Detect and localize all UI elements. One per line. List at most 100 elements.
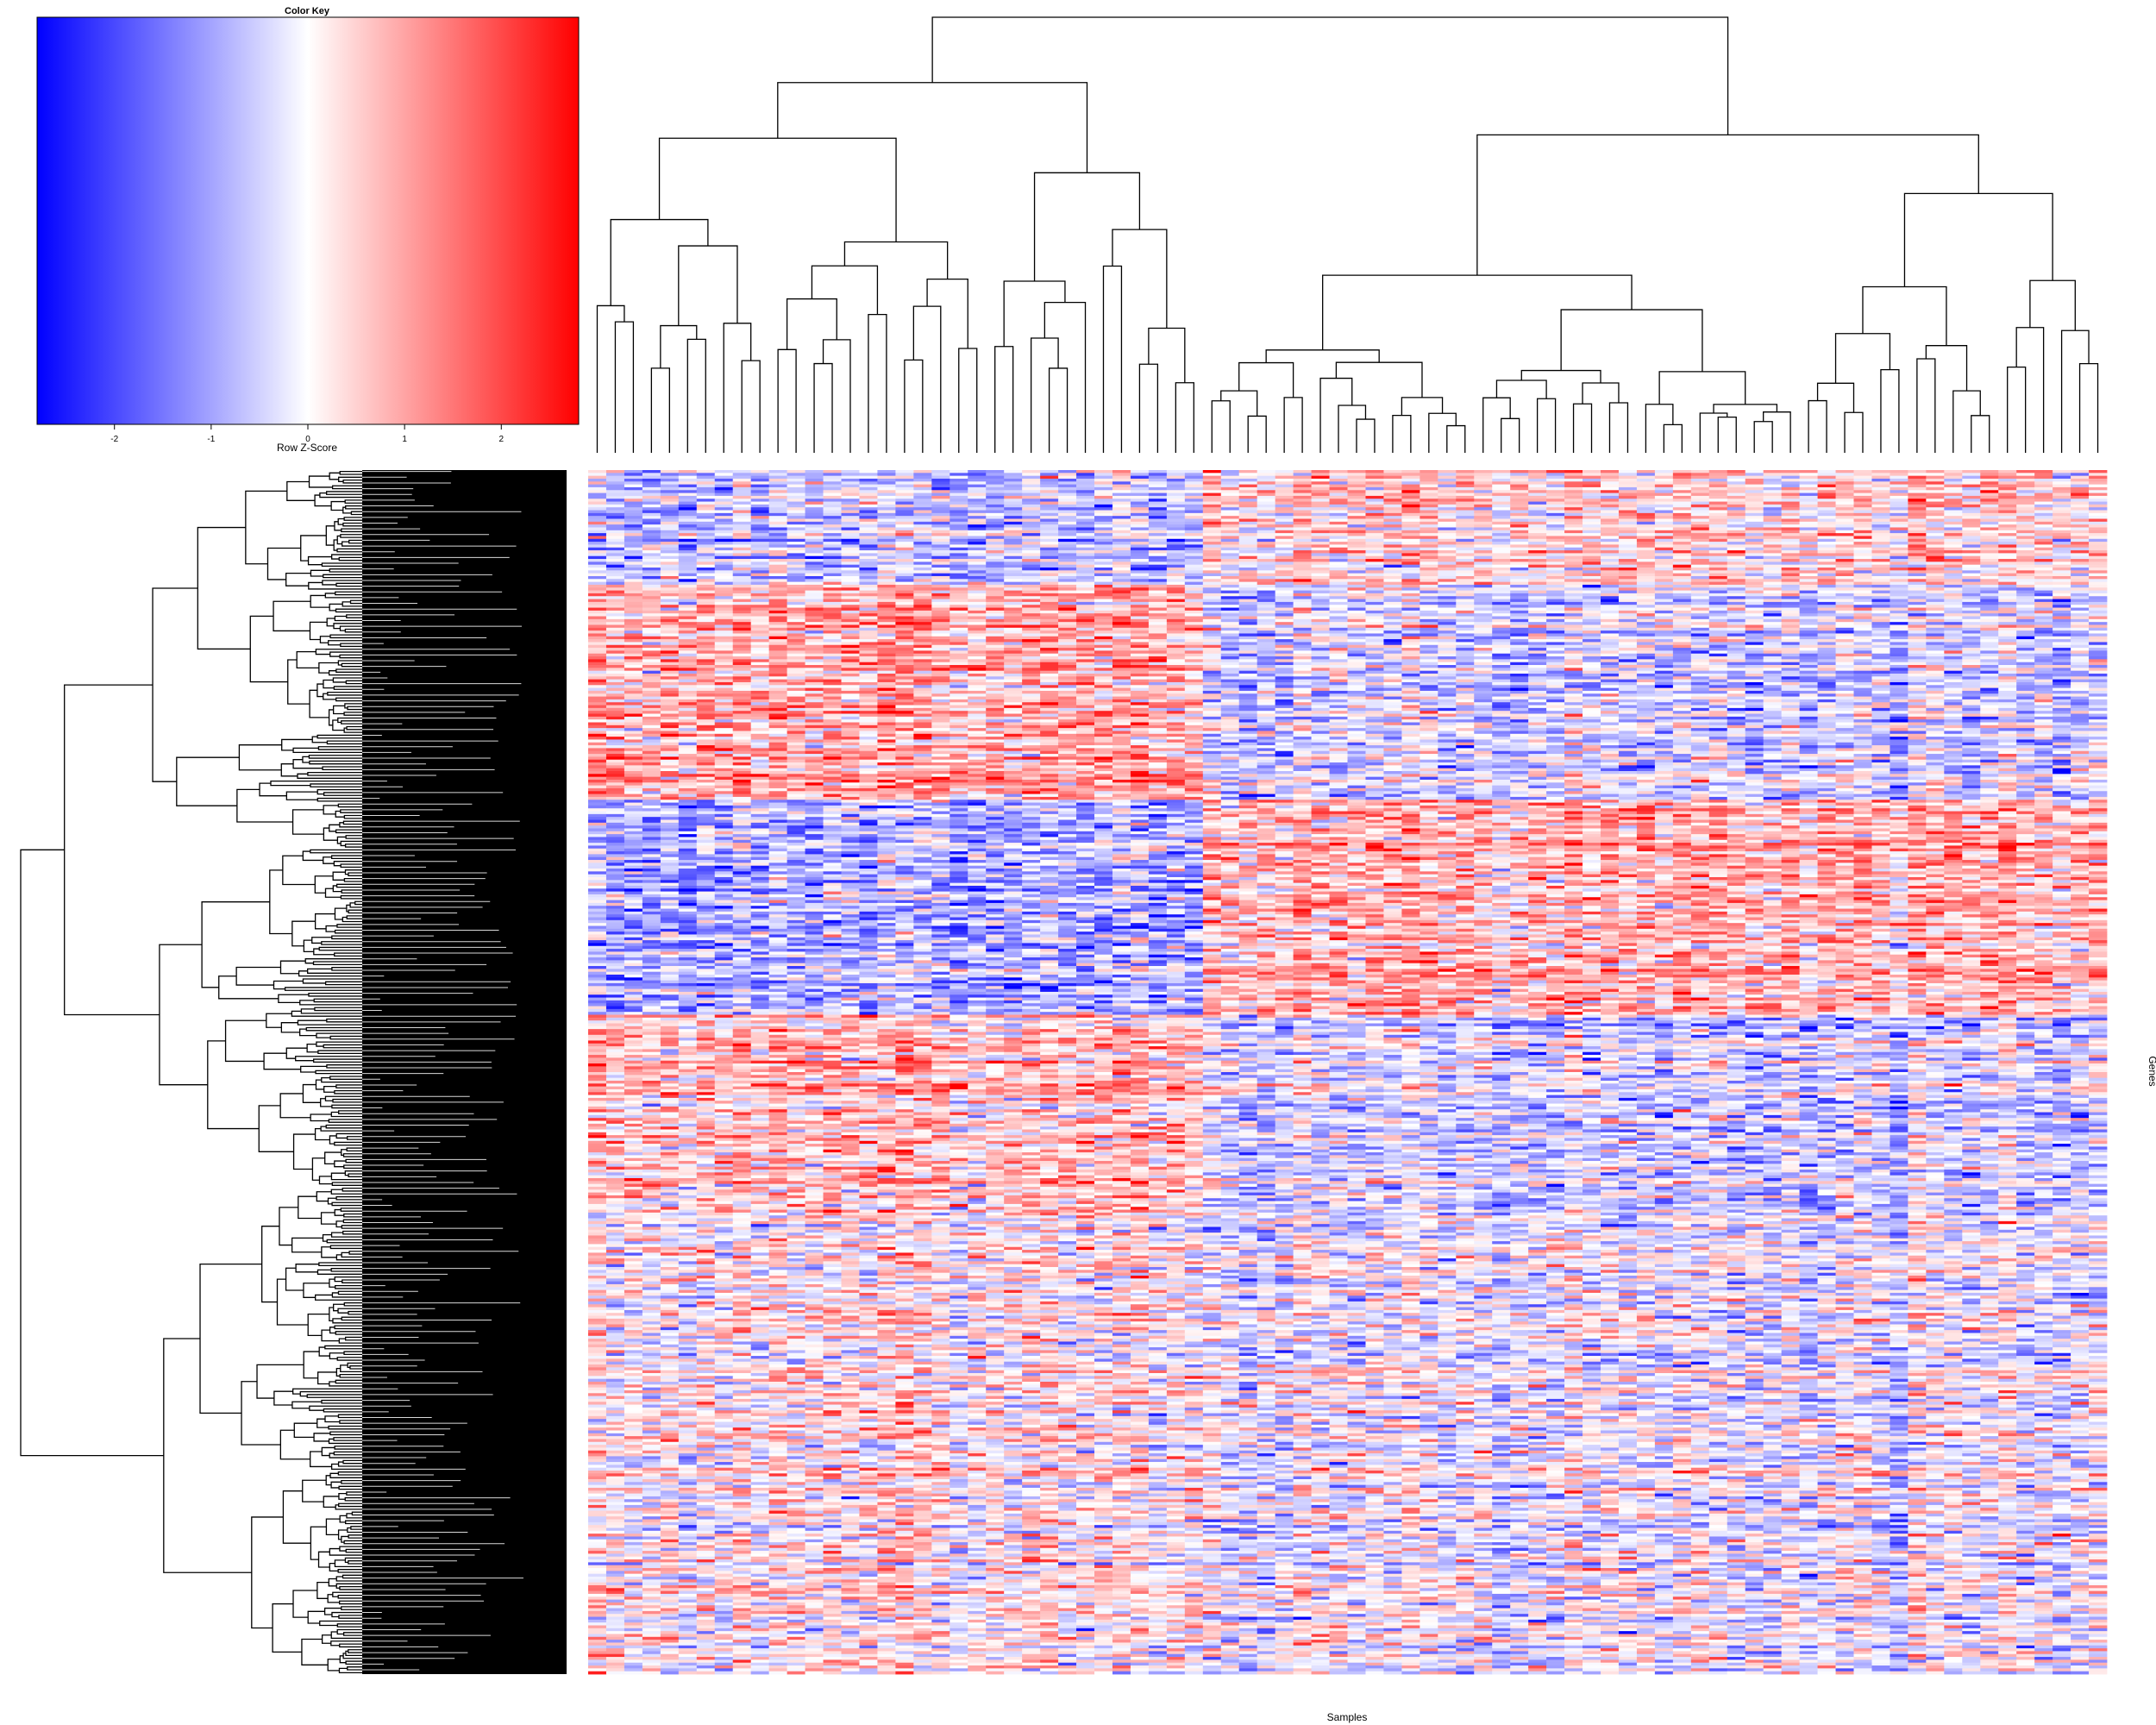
heatmap-cell: [1745, 522, 1764, 525]
heatmap-cell: [1420, 524, 1438, 528]
heatmap-cell: [1094, 473, 1112, 476]
heatmap-cell: [1980, 502, 1998, 505]
heatmap-cell: [1076, 565, 1094, 568]
heatmap-cell: [1727, 476, 1745, 480]
heatmap-cell: [1438, 473, 1456, 476]
heatmap-cell: [1818, 579, 1836, 582]
heatmap-cell: [877, 507, 895, 511]
heatmap-cell: [1673, 533, 1691, 536]
heatmap-cell: [1546, 544, 1564, 548]
heatmap-cell: [1800, 587, 1818, 591]
heatmap-cell: [1312, 579, 1330, 582]
heatmap-cell: [1673, 591, 1691, 594]
heatmap-cell: [1401, 490, 1420, 493]
heatmap-cell: [1962, 493, 1980, 497]
heatmap-cell: [931, 536, 950, 539]
heatmap-cell: [1745, 579, 1764, 582]
heatmap-cell: [1727, 579, 1745, 582]
heatmap-cell: [805, 513, 824, 517]
heatmap-cell: [2071, 496, 2089, 499]
heatmap-cell: [1022, 553, 1040, 556]
heatmap-cell: [1131, 481, 1149, 485]
heatmap-cell: [1275, 561, 1294, 565]
heatmap-cell: [1926, 561, 1944, 565]
heatmap-cell: [1365, 499, 1383, 502]
heatmap-cell: [2016, 493, 2034, 497]
heatmap-cell: [1004, 561, 1022, 565]
heatmap-cell: [1401, 530, 1420, 534]
heatmap-cell: [1528, 579, 1546, 582]
heatmap-cell: [1655, 550, 1673, 554]
heatmap-cell: [1094, 479, 1112, 482]
heatmap-cell: [1348, 542, 1366, 545]
heatmap-cell: [1691, 587, 1709, 591]
heatmap-cell: [787, 470, 805, 474]
heatmap-cell: [824, 470, 842, 474]
heatmap-cell: [624, 519, 642, 523]
heatmap-cell: [1456, 519, 1474, 523]
heatmap-cell: [1998, 576, 2016, 580]
heatmap-cell: [1330, 548, 1348, 551]
heatmap-cell: [1745, 548, 1764, 551]
heatmap-cell: [1890, 527, 1908, 530]
heatmap-cell: [1980, 556, 1998, 560]
heatmap-cell: [715, 476, 733, 480]
heatmap-cell: [1330, 576, 1348, 580]
heatmap-cell: [895, 502, 913, 505]
heatmap-cell: [1619, 502, 1637, 505]
heatmap-cell: [2016, 530, 2034, 534]
heatmap-cell: [1167, 519, 1185, 523]
heatmap-cell: [1890, 568, 1908, 571]
heatmap-cell: [1257, 591, 1275, 594]
heatmap-cell: [661, 524, 679, 528]
heatmap-cell: [1691, 574, 1709, 577]
heatmap-cell: [931, 565, 950, 568]
heatmap-cell: [661, 496, 679, 499]
heatmap-cell: [751, 579, 769, 582]
heatmap-cell: [1908, 548, 1926, 551]
heatmap-cell: [1709, 502, 1727, 505]
heatmap-cell: [1745, 582, 1764, 586]
heatmap-cell: [877, 479, 895, 482]
heatmap-cell: [1691, 553, 1709, 556]
heatmap-cell: [895, 542, 913, 545]
heatmap-cell: [1583, 559, 1601, 562]
heatmap-cell: [606, 530, 624, 534]
heatmap-cell: [1474, 487, 1492, 491]
heatmap-cell: [859, 487, 877, 491]
heatmap-cell: [1330, 511, 1348, 514]
heatmap-cell: [1655, 587, 1673, 591]
heatmap-cell: [1294, 530, 1312, 534]
heatmap-cell: [1257, 476, 1275, 480]
heatmap-cell: [1094, 496, 1112, 499]
heatmap-cell: [1564, 502, 1583, 505]
heatmap-cell: [1546, 579, 1564, 582]
heatmap-cell: [1745, 544, 1764, 548]
heatmap-cell: [1365, 507, 1383, 511]
heatmap-cell: [1040, 479, 1058, 482]
heatmap-cell: [842, 516, 860, 519]
heatmap-cell: [1203, 499, 1221, 502]
heatmap-cell: [661, 542, 679, 545]
heatmap-cell: [1782, 585, 1800, 588]
heatmap-cell: [2071, 585, 2089, 588]
heatmap-cell: [859, 496, 877, 499]
heatmap-cell: [2034, 533, 2053, 536]
heatmap-cell: [1076, 496, 1094, 499]
heatmap-cell: [1112, 490, 1131, 493]
heatmap-cell: [769, 582, 787, 586]
heatmap-cell: [697, 499, 715, 502]
heatmap-cell: [787, 559, 805, 562]
heatmap-cell: [1203, 527, 1221, 530]
heatmap-cell: [842, 574, 860, 577]
heatmap-cell: [606, 550, 624, 554]
heatmap-cell: [1275, 544, 1294, 548]
heatmap-cell: [986, 485, 1004, 488]
heatmap-cell: [1474, 576, 1492, 580]
heatmap-cell: [1456, 493, 1474, 497]
heatmap-cell: [1420, 579, 1438, 582]
heatmap-cell: [787, 502, 805, 505]
heatmap-cell: [697, 565, 715, 568]
heatmap-cell: [661, 513, 679, 517]
heatmap-cell: [1438, 568, 1456, 571]
